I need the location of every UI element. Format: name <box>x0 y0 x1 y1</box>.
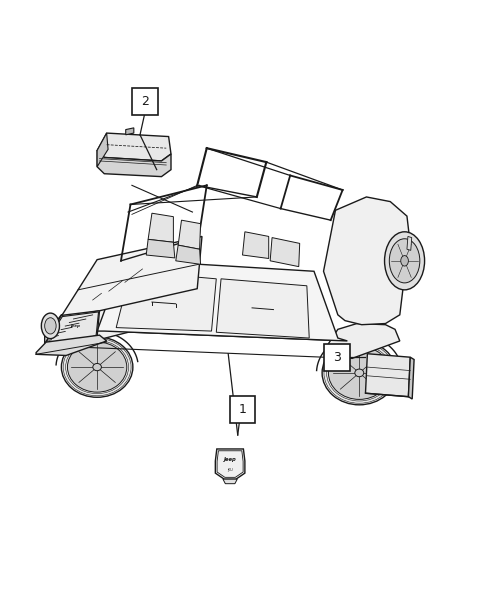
Polygon shape <box>215 449 244 479</box>
Ellipse shape <box>354 369 363 377</box>
FancyBboxPatch shape <box>229 396 255 423</box>
Polygon shape <box>216 279 309 338</box>
Text: 1: 1 <box>238 403 246 416</box>
Ellipse shape <box>328 346 389 399</box>
Polygon shape <box>36 335 106 356</box>
Polygon shape <box>408 357 413 399</box>
Polygon shape <box>406 236 411 250</box>
Polygon shape <box>45 306 133 347</box>
Ellipse shape <box>384 232 424 290</box>
Ellipse shape <box>400 256 408 266</box>
Polygon shape <box>60 236 201 317</box>
Polygon shape <box>53 333 59 337</box>
Polygon shape <box>49 337 52 340</box>
Text: Jeep: Jeep <box>71 324 80 328</box>
Polygon shape <box>97 260 347 341</box>
Ellipse shape <box>41 313 60 339</box>
Ellipse shape <box>389 239 419 283</box>
Polygon shape <box>97 133 108 167</box>
Polygon shape <box>365 354 409 397</box>
Ellipse shape <box>321 341 395 405</box>
Polygon shape <box>146 239 174 258</box>
Polygon shape <box>73 312 93 319</box>
FancyBboxPatch shape <box>323 344 349 370</box>
Polygon shape <box>57 329 65 333</box>
Polygon shape <box>328 323 399 358</box>
Polygon shape <box>45 311 99 344</box>
Text: 3: 3 <box>332 350 340 364</box>
Polygon shape <box>323 197 408 325</box>
Polygon shape <box>148 213 173 242</box>
Polygon shape <box>97 133 171 161</box>
Text: 2: 2 <box>140 95 149 108</box>
Polygon shape <box>61 325 73 330</box>
FancyBboxPatch shape <box>132 88 157 115</box>
Text: JKU: JKU <box>227 468 232 472</box>
Ellipse shape <box>67 342 126 392</box>
Polygon shape <box>97 151 171 177</box>
Polygon shape <box>125 128 134 135</box>
Polygon shape <box>175 245 200 264</box>
Ellipse shape <box>45 317 56 334</box>
Ellipse shape <box>92 363 101 370</box>
Polygon shape <box>178 220 200 249</box>
Polygon shape <box>223 479 237 484</box>
Ellipse shape <box>61 337 133 397</box>
Polygon shape <box>242 232 268 259</box>
Polygon shape <box>270 237 299 267</box>
Polygon shape <box>116 272 216 331</box>
Polygon shape <box>69 316 86 323</box>
Polygon shape <box>65 320 79 326</box>
Text: Jeep: Jeep <box>223 458 236 462</box>
